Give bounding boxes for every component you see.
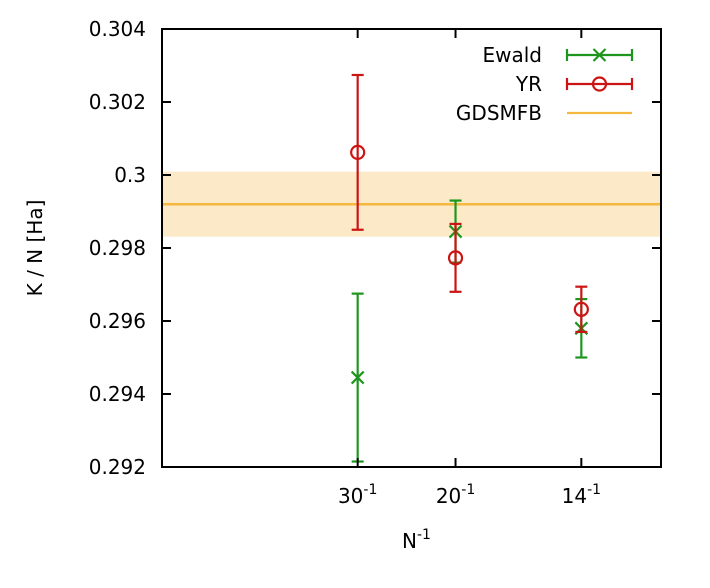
series-yr: [350, 73, 589, 334]
y-tick-label: 0.294: [89, 382, 146, 406]
x-tick-label: 14-1: [562, 482, 601, 508]
legend-label: Ewald: [482, 43, 542, 67]
x-marker-stroke: [350, 370, 365, 385]
legend-entry-gdsmfb: GDSMFB: [456, 101, 632, 125]
legend-entry-ewald: Ewald: [482, 43, 634, 67]
x-marker-stroke: [592, 48, 607, 62]
y-tick-label: 0.3: [114, 163, 146, 187]
circle-marker: [350, 144, 366, 160]
x-tick-label: 30-1: [338, 482, 377, 508]
plot-frame: [161, 28, 662, 468]
y-axis-title: K / N [Ha]: [23, 200, 47, 297]
series-ewald: [350, 199, 589, 463]
x-marker: [350, 370, 365, 385]
x-tick-label: 20-1: [436, 482, 475, 508]
circle-marker: [573, 301, 589, 317]
tick-layer: 0.292 0.294 0.296 0.298 0.3 0.302 0.304 30-1 20-…: [89, 17, 661, 508]
legend-entry-yr: YR: [515, 72, 634, 96]
series-layer: [350, 73, 589, 463]
y-tick-label: 0.302: [89, 90, 146, 114]
circle-marker: [447, 250, 464, 266]
legend-label: GDSMFB: [456, 101, 542, 125]
legend: Ewald YR GDSMFB: [456, 43, 634, 125]
y-tick-label: 0.298: [89, 236, 146, 260]
x-axis-title: N-1: [402, 527, 431, 553]
y-tick-label: 0.292: [89, 455, 146, 479]
y-tick-label: 0.304: [89, 17, 146, 41]
x-marker: [592, 48, 607, 62]
circle-marker: [591, 76, 608, 92]
legend-label: YR: [515, 72, 542, 96]
y-tick-label: 0.296: [89, 309, 146, 333]
